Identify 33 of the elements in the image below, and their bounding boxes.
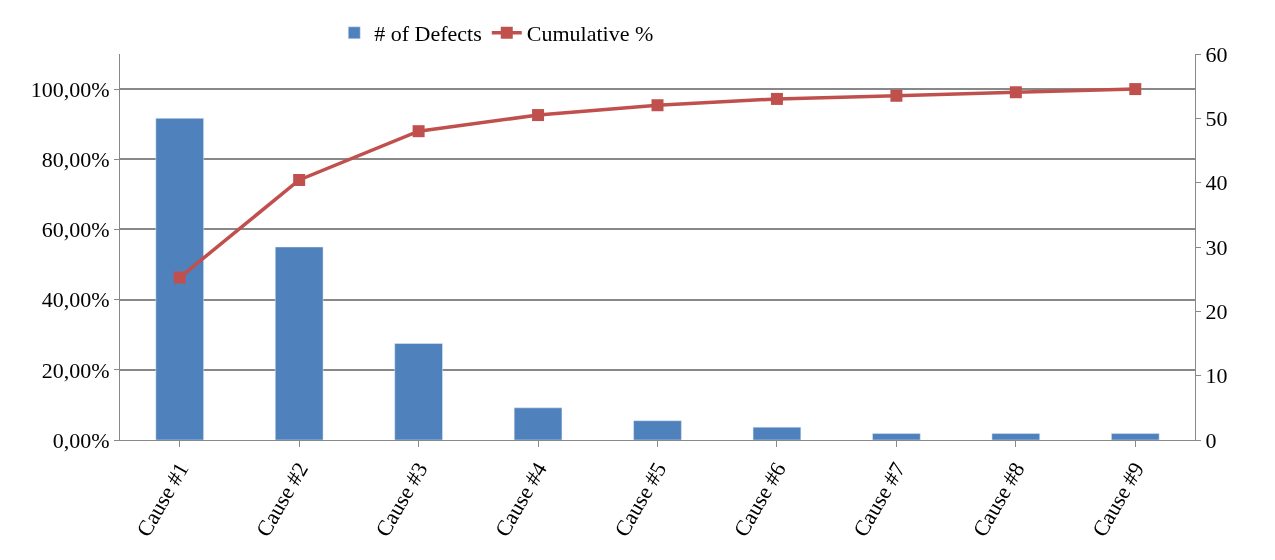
bar: [991, 433, 1040, 440]
y2-tick-label: 20: [1205, 299, 1228, 325]
point: [293, 173, 306, 186]
y-tick-label: 40,00%: [41, 287, 110, 313]
y2-tick-label: 40: [1205, 170, 1228, 196]
y2-tick-label: 60: [1205, 41, 1228, 67]
y-tick-label: 60,00%: [41, 217, 110, 243]
legend-label: Cumulative %: [526, 21, 654, 47]
y-tick-label: 100,00%: [30, 76, 110, 102]
y2-tick-label: 50: [1205, 106, 1228, 132]
point: [412, 125, 425, 138]
y-tick-label: 20,00%: [41, 357, 110, 383]
bar: [275, 246, 324, 440]
bar: [155, 118, 204, 440]
point: [173, 271, 186, 284]
y2-tick-label: 30: [1205, 234, 1228, 260]
bar: [394, 343, 443, 440]
bar: [752, 426, 802, 440]
point: [651, 99, 664, 112]
point: [1009, 86, 1022, 99]
bar: [1111, 433, 1160, 440]
bar: [872, 433, 921, 440]
point: [890, 89, 903, 102]
y2-tick-label: 10: [1205, 363, 1228, 389]
legend-label: # of Defects: [374, 21, 482, 47]
y2-tick-label: 0: [1205, 427, 1217, 453]
y-tick-label: 0,00%: [52, 427, 110, 453]
point: [532, 109, 545, 122]
point: [1129, 83, 1142, 96]
point: [770, 92, 783, 105]
y-tick-label: 80,00%: [41, 146, 110, 172]
bar: [513, 407, 563, 440]
bar: [633, 420, 682, 440]
